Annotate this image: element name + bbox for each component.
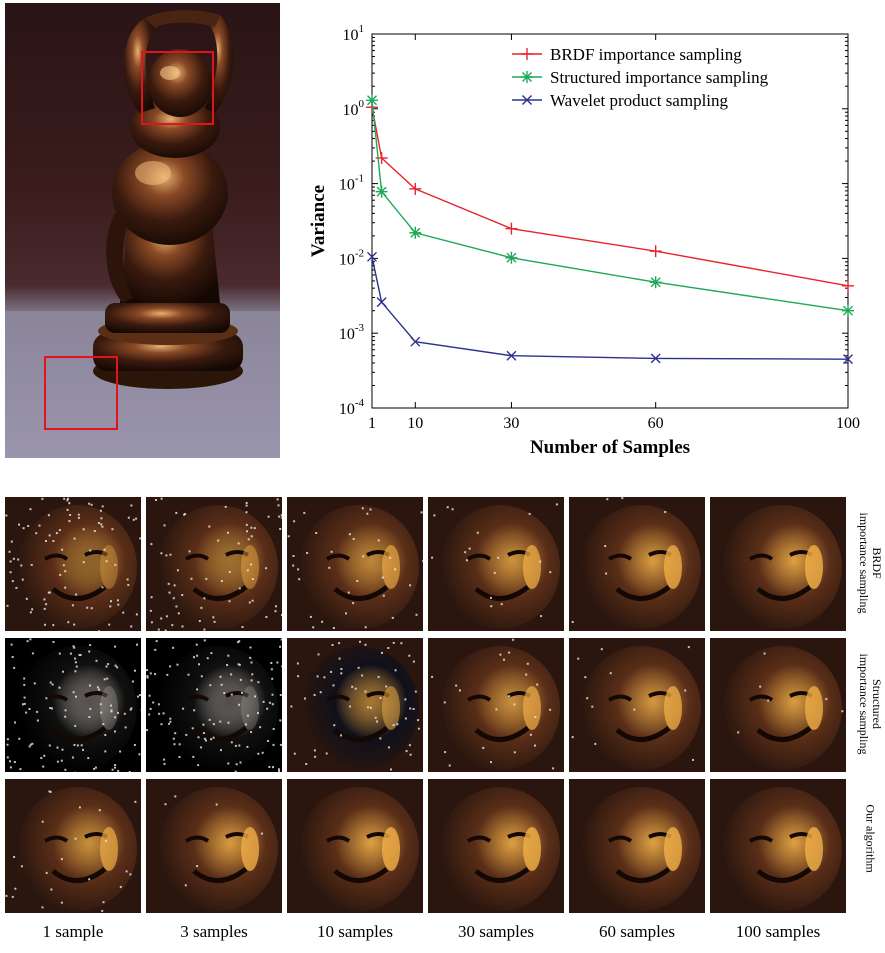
row-label-line2: importance sampling xyxy=(857,653,871,755)
y-tick-base: 10 xyxy=(343,102,359,119)
y-tick-base: 10 xyxy=(339,251,355,268)
row-label: Structured importance sampling xyxy=(857,637,884,771)
series-line-1 xyxy=(371,107,849,287)
legend-marker-2 xyxy=(521,71,533,83)
x-tick-label: 10 xyxy=(407,415,423,432)
data-point-series-3 xyxy=(506,350,517,361)
y-tick-label: 10-4 xyxy=(339,397,365,418)
y-tick-label: 100 xyxy=(343,98,365,119)
data-point-series-2 xyxy=(505,251,518,264)
face-thumbnail xyxy=(428,638,564,772)
face-thumbnail xyxy=(287,779,423,913)
face-thumbnail xyxy=(146,638,282,772)
row-label-line1: Structured xyxy=(870,679,884,729)
data-point-series-2 xyxy=(649,276,662,289)
legend-marker-1 xyxy=(521,48,533,60)
comparison-grid: BRDF importance sampling Structured importa… xyxy=(5,497,885,953)
data-point-series-1 xyxy=(842,279,854,292)
y-tick-base: 10 xyxy=(339,401,355,418)
legend-label-3: Wavelet product sampling xyxy=(550,91,729,110)
y-tick-base: 10 xyxy=(343,27,359,44)
series-line-2 xyxy=(371,100,849,312)
variance-chart: 101 100 10-1 10-2 10-3 10-4 1 10 30 60 100 BRDF i… xyxy=(300,8,860,458)
y-tick-exponent: -1 xyxy=(355,173,364,185)
face-thumbnail xyxy=(5,638,141,772)
y-tick-exponent: -3 xyxy=(355,322,365,334)
face-thumbnail xyxy=(710,779,846,913)
y-tick-exponent: -4 xyxy=(355,397,365,409)
y-tick-label: 101 xyxy=(343,23,365,44)
legend-label-1: BRDF importance sampling xyxy=(550,45,742,64)
legend-label-2: Structured importance sampling xyxy=(550,68,769,87)
floor-highlight-box xyxy=(44,356,118,430)
plot-frame xyxy=(371,33,849,409)
y-axis-label: Variance xyxy=(308,185,329,257)
x-tick-label: 1 xyxy=(368,415,376,432)
data-point-series-2 xyxy=(842,304,854,317)
data-point-series-3 xyxy=(410,336,421,347)
row-label-line1: Our algorithm xyxy=(863,804,878,873)
face-highlight-box xyxy=(141,51,214,125)
y-tick-label: 10-3 xyxy=(339,322,365,343)
face-thumbnail xyxy=(287,497,423,631)
row-label: Our algorithm xyxy=(863,772,878,906)
y-tick-base: 10 xyxy=(339,326,355,343)
data-point-series-2 xyxy=(366,94,378,107)
face-thumbnail xyxy=(428,779,564,913)
face-thumbnail xyxy=(710,638,846,772)
y-tick-exponent: -2 xyxy=(355,247,364,259)
face-thumbnail xyxy=(569,638,705,772)
x-axis-label: Number of Samples xyxy=(530,437,690,458)
column-label: 100 samples xyxy=(735,922,821,941)
y-tick-exponent: 1 xyxy=(359,23,365,35)
y-tick-label: 10-1 xyxy=(339,173,364,194)
x-tick-label: 30 xyxy=(503,415,519,432)
rendered-statue-image xyxy=(5,3,280,458)
column-label: 60 samples xyxy=(598,922,676,941)
data-point-series-2 xyxy=(375,185,388,198)
face-thumbnail xyxy=(569,779,705,913)
row-label-line1: BRDF xyxy=(870,547,884,579)
column-label: 3 samples xyxy=(180,922,248,941)
face-thumbnail xyxy=(146,497,282,631)
series-line-3 xyxy=(371,256,849,360)
column-label: 10 samples xyxy=(316,922,394,941)
data-point-series-3 xyxy=(376,297,387,308)
x-tick-label: 100 xyxy=(836,415,860,432)
row-label-line2: importance sampling xyxy=(857,512,871,614)
y-tick-label: 10-2 xyxy=(339,247,364,268)
column-label: 30 samples xyxy=(457,922,535,941)
column-label: 1 sample xyxy=(42,922,104,941)
legend-marker-3 xyxy=(522,95,532,105)
statue-illustration xyxy=(5,10,280,458)
face-thumbnail xyxy=(569,497,705,631)
data-point-series-1 xyxy=(505,222,518,235)
x-tick-label: 60 xyxy=(648,415,664,432)
data-point-series-1 xyxy=(409,182,422,195)
y-tick-exponent: 0 xyxy=(359,98,365,110)
face-thumbnail xyxy=(710,497,846,631)
face-thumbnail xyxy=(5,779,141,913)
data-point-series-1 xyxy=(649,245,662,258)
data-point-series-3 xyxy=(367,251,377,262)
face-thumbnail xyxy=(428,497,564,631)
y-tick-base: 10 xyxy=(339,177,355,194)
face-thumbnail xyxy=(146,779,282,913)
data-point-series-3 xyxy=(843,354,853,365)
face-thumbnail xyxy=(287,638,423,772)
data-point-series-2 xyxy=(409,226,422,239)
face-thumbnail xyxy=(5,497,141,631)
row-label: BRDF importance sampling xyxy=(857,496,884,630)
data-point-series-3 xyxy=(650,353,661,364)
